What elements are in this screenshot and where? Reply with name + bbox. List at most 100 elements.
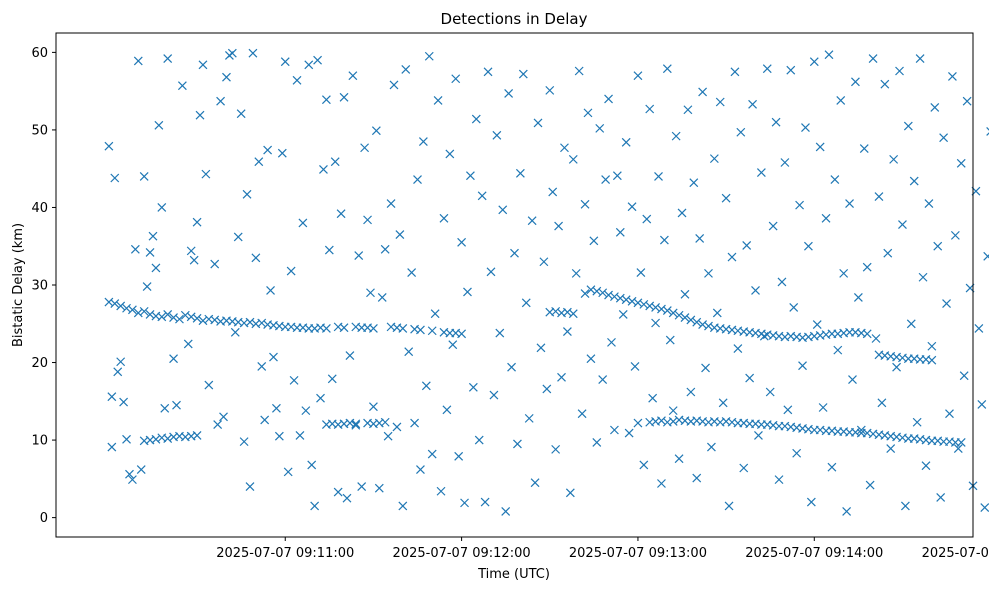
data-point — [704, 321, 713, 331]
data-point — [421, 381, 431, 391]
data-point — [210, 315, 220, 325]
data-point — [545, 85, 555, 95]
data-point — [451, 74, 461, 84]
data-point — [127, 305, 137, 315]
data-point — [175, 314, 184, 324]
data-point — [927, 355, 937, 365]
data-point — [586, 354, 596, 364]
data-point — [657, 479, 666, 488]
data-point — [806, 497, 816, 507]
data-point — [471, 114, 481, 124]
data-point — [712, 308, 722, 318]
data-point — [765, 387, 775, 397]
data-point — [639, 460, 649, 470]
data-point — [557, 372, 566, 382]
data-point — [692, 473, 702, 483]
data-point — [507, 362, 516, 372]
data-point — [107, 442, 117, 452]
data-point — [339, 323, 349, 333]
y-tick-label: 60 — [31, 46, 48, 61]
data-point — [909, 176, 919, 186]
data-point — [515, 168, 525, 178]
data-point — [709, 154, 719, 164]
data-point — [624, 428, 634, 438]
data-point — [654, 172, 663, 181]
data-point — [836, 96, 846, 105]
data-point — [918, 272, 928, 282]
data-point — [736, 127, 746, 137]
data-point — [313, 55, 323, 65]
data-point — [715, 97, 725, 107]
data-point — [598, 288, 608, 298]
data-point — [774, 475, 784, 485]
data-point — [610, 425, 619, 435]
data-point — [701, 363, 710, 373]
data-point — [163, 310, 173, 319]
data-point — [380, 417, 390, 427]
data-point — [289, 375, 299, 385]
data-point — [389, 80, 399, 90]
data-point — [639, 299, 649, 309]
data-point — [145, 248, 155, 257]
data-point — [122, 434, 131, 444]
data-point — [416, 465, 425, 474]
data-point — [222, 72, 231, 82]
data-point — [665, 335, 675, 345]
data-point — [748, 99, 757, 109]
data-point — [483, 67, 493, 77]
data-point — [413, 175, 422, 184]
data-point — [127, 475, 137, 485]
data-point — [416, 325, 425, 335]
data-point — [286, 266, 296, 276]
data-point — [756, 168, 766, 177]
data-point — [501, 506, 511, 516]
x-tick-label: 2025-07-07 09:11:00 — [216, 546, 354, 561]
data-point — [771, 117, 781, 127]
data-point — [598, 375, 608, 385]
data-point — [809, 57, 819, 67]
data-point — [295, 431, 305, 440]
data-point — [830, 175, 840, 184]
data-point — [145, 310, 155, 319]
data-point — [615, 227, 625, 237]
data-point — [698, 87, 708, 97]
data-point — [351, 420, 361, 430]
data-point — [486, 267, 496, 277]
data-point — [730, 67, 740, 77]
data-point — [113, 367, 123, 377]
data-point — [642, 214, 652, 224]
data-point — [851, 77, 860, 87]
data-point — [551, 306, 561, 316]
data-point — [877, 398, 887, 408]
data-point — [759, 331, 769, 341]
data-point — [827, 462, 837, 472]
data-point — [198, 316, 208, 326]
data-point — [463, 287, 472, 297]
data-point — [336, 209, 346, 219]
data-point — [363, 215, 372, 225]
data-point — [177, 81, 187, 91]
data-point — [125, 469, 134, 479]
data-point — [780, 158, 790, 167]
data-point — [795, 200, 805, 210]
data-point — [601, 175, 611, 184]
data-point — [457, 329, 467, 339]
data-point — [377, 292, 387, 302]
data-point — [880, 79, 890, 89]
y-tick-label: 0 — [40, 511, 48, 526]
data-point — [180, 310, 190, 320]
data-point — [636, 268, 646, 278]
data-point — [936, 493, 946, 502]
data-point — [116, 301, 126, 311]
data-point — [648, 393, 658, 403]
data-point — [204, 380, 214, 390]
data-point — [577, 409, 587, 419]
data-point — [527, 216, 537, 226]
data-point — [842, 506, 852, 516]
data-point — [368, 323, 378, 333]
data-point — [924, 199, 934, 209]
data-point — [142, 282, 152, 291]
data-point — [192, 217, 202, 227]
data-point — [274, 431, 284, 441]
data-point — [154, 120, 164, 130]
